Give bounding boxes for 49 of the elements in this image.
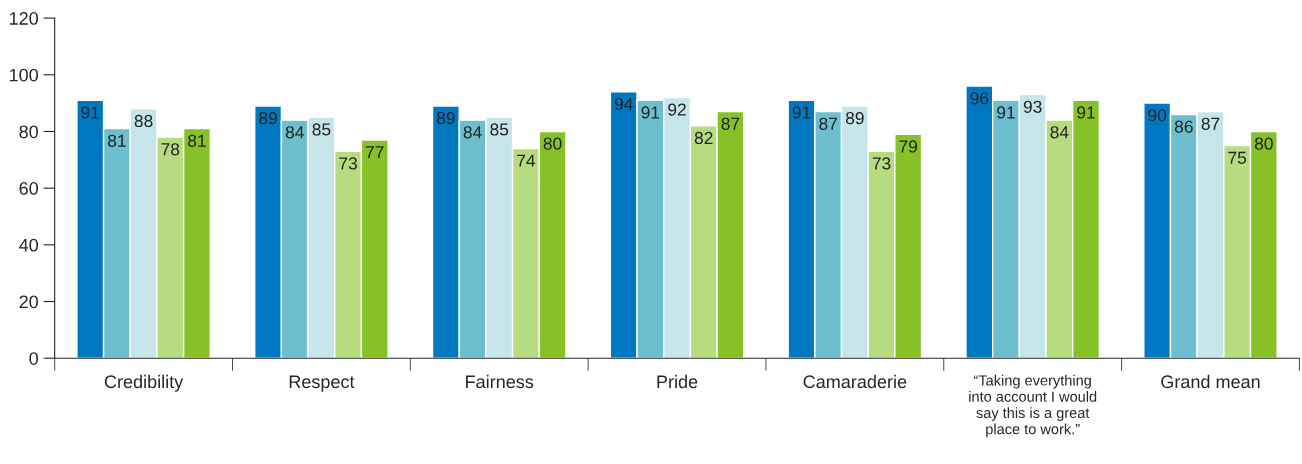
x-tick-label: Respect xyxy=(289,375,355,392)
data-label: 79 xyxy=(899,140,918,153)
y-tick-label: 100 xyxy=(9,68,39,82)
data-label: 78 xyxy=(161,143,180,156)
data-label: 91 xyxy=(81,106,100,119)
data-label: 89 xyxy=(259,111,277,125)
y-tick-label: 0 xyxy=(29,352,39,365)
data-label: 84 xyxy=(463,126,482,139)
data-label: 81 xyxy=(188,134,206,147)
data-label: 91 xyxy=(997,106,1015,119)
data-label: 94 xyxy=(614,97,633,111)
data-label: 91 xyxy=(792,106,811,119)
x-tick-label: Grand mean xyxy=(1161,374,1260,389)
y-tick-label: 120 xyxy=(9,12,39,25)
data-label: 75 xyxy=(1228,151,1247,164)
x-tick-label: Credibility xyxy=(104,374,184,392)
x-tick-label: “Taking everything into account I would say this is a great place to work.” xyxy=(969,374,1097,438)
data-label: 87 xyxy=(819,117,837,130)
data-label: 90 xyxy=(1148,109,1167,122)
data-label: 73 xyxy=(339,157,357,170)
y-tick-label: 60 xyxy=(19,182,39,195)
data-label: 89 xyxy=(845,111,864,125)
y-tick-label: 20 xyxy=(19,295,39,309)
data-label: 80 xyxy=(1254,137,1273,150)
data-label: 87 xyxy=(721,117,740,130)
x-tick-label: Pride xyxy=(657,374,698,389)
data-label: 87 xyxy=(1201,117,1220,130)
data-label: 86 xyxy=(1174,120,1193,133)
data-label: 93 xyxy=(1023,100,1042,113)
data-label: 73 xyxy=(872,157,891,170)
data-label: 77 xyxy=(365,146,384,159)
x-tick-label: Fairness xyxy=(466,374,534,389)
y-tick-label: 80 xyxy=(19,125,39,139)
y-tick-label: 40 xyxy=(19,238,39,252)
data-label: 80 xyxy=(543,137,562,150)
data-label: 88 xyxy=(134,114,153,128)
data-label: 91 xyxy=(1077,106,1095,119)
data-label: 89 xyxy=(436,111,455,125)
data-label: 91 xyxy=(641,106,660,119)
data-label: 96 xyxy=(970,92,989,105)
data-label: 81 xyxy=(108,134,126,147)
data-label: 84 xyxy=(1050,126,1069,139)
data-label: 92 xyxy=(668,103,686,116)
data-label: 84 xyxy=(285,126,304,139)
data-label: 85 xyxy=(490,123,509,136)
x-tick-label: Camaraderie xyxy=(803,374,907,389)
data-label: 74 xyxy=(517,154,536,167)
data-label: 85 xyxy=(312,123,331,136)
data-label: 82 xyxy=(694,131,713,145)
